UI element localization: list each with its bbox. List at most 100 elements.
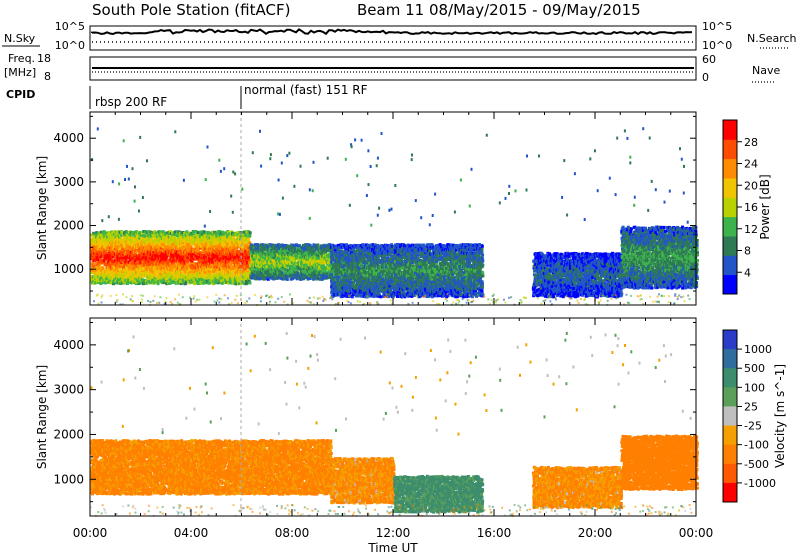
echo-cell xyxy=(111,263,115,266)
echo-cell xyxy=(109,258,113,262)
echo-cell xyxy=(131,277,135,280)
echo-cell xyxy=(97,281,101,285)
echo-cell xyxy=(93,237,96,240)
echo-cell xyxy=(92,262,96,266)
freq-panel xyxy=(89,56,697,81)
echo-cell xyxy=(138,240,142,244)
echo-cell xyxy=(168,246,172,250)
echo-cell xyxy=(107,257,111,261)
echo-cell xyxy=(119,269,123,273)
echo-cell xyxy=(92,271,96,275)
echo-cell xyxy=(144,230,148,234)
echo-cell xyxy=(131,261,135,265)
echo-cell xyxy=(135,249,139,253)
echo-cell xyxy=(103,250,107,254)
echo-cell xyxy=(100,243,104,247)
echo-cell xyxy=(101,238,105,242)
echo-cell xyxy=(95,272,99,276)
echo-cell xyxy=(153,276,157,280)
echo-cell xyxy=(93,232,97,236)
echo-cell xyxy=(132,250,136,254)
echo-cell xyxy=(144,258,148,262)
echo-cell xyxy=(92,246,96,249)
echo-cell xyxy=(96,270,100,274)
echo-cell xyxy=(129,248,133,251)
echo-cell xyxy=(112,274,116,278)
echo-cell xyxy=(90,268,94,272)
echo-cell xyxy=(118,275,122,279)
echo-cell xyxy=(117,279,121,283)
echo-cell xyxy=(146,230,150,234)
echo-cell xyxy=(166,242,170,245)
echo-cell xyxy=(91,256,95,260)
echo-cell xyxy=(151,255,155,259)
echo-cell xyxy=(180,274,184,277)
echo-cell xyxy=(147,272,151,275)
echo-cell xyxy=(126,252,129,256)
echo-cell xyxy=(159,253,163,257)
echo-cell xyxy=(101,249,105,252)
echo-cell xyxy=(169,240,173,244)
echo-cell xyxy=(122,244,126,248)
echo-cell xyxy=(173,272,177,276)
nsky-panel xyxy=(89,25,697,51)
echo-cell xyxy=(151,258,155,262)
echo-cell xyxy=(93,275,97,279)
echo-cell xyxy=(159,272,163,276)
echo-cell xyxy=(133,274,137,278)
nsky-tick-bottom: 10^0 xyxy=(55,39,85,52)
echo-cell xyxy=(170,252,173,256)
echo-cell xyxy=(140,278,144,282)
echo-cell xyxy=(159,236,163,240)
echo-cell xyxy=(156,282,160,286)
echo-cell xyxy=(132,254,136,258)
echo-cell xyxy=(102,230,106,234)
echo-cell xyxy=(115,232,119,236)
echo-cell xyxy=(173,237,177,241)
echo-cell xyxy=(170,235,174,239)
echo-cell xyxy=(136,234,140,238)
echo-cell xyxy=(164,258,168,262)
echo-cell xyxy=(115,252,119,256)
echo-cell xyxy=(142,278,146,282)
echo-cell xyxy=(126,236,130,239)
cpid-segment-2: normal (fast) 151 RF xyxy=(244,83,368,97)
echo-cell xyxy=(99,277,103,281)
echo-cell xyxy=(127,262,131,266)
echo-cell xyxy=(142,256,146,260)
nave-label: Nave xyxy=(752,64,780,77)
echo-cell xyxy=(132,236,136,240)
nsky-tick-top: 10^5 xyxy=(55,20,85,33)
echo-cell xyxy=(248,281,252,285)
echo-cell xyxy=(161,270,164,274)
echo-cell xyxy=(98,249,102,253)
echo-cell xyxy=(174,265,178,269)
echo-cell xyxy=(127,245,131,249)
echo-cell xyxy=(154,254,157,257)
echo-cell xyxy=(110,276,114,280)
echo-cell xyxy=(171,277,175,280)
echo-cell xyxy=(129,272,133,276)
echo-cell xyxy=(119,256,123,260)
nave-tick-bottom: 0 xyxy=(702,71,709,84)
freq-label: Freq. xyxy=(8,52,35,65)
echo-cell xyxy=(172,280,176,284)
echo-cell xyxy=(109,281,113,285)
echo-cell xyxy=(163,273,167,276)
echo-cell xyxy=(97,264,101,268)
echo-cell xyxy=(172,267,176,271)
echo-cell xyxy=(149,281,153,285)
echo-cell xyxy=(168,230,172,234)
freq-unit-label: [MHz] xyxy=(4,66,36,79)
echo-cell xyxy=(148,247,152,251)
echo-cell xyxy=(134,256,138,260)
echo-cell xyxy=(149,234,153,238)
echo-cell xyxy=(325,272,328,276)
echo-cell xyxy=(165,282,169,286)
echo-cell xyxy=(105,257,109,261)
echo-cell xyxy=(144,254,148,258)
echo-cell xyxy=(94,239,98,243)
beam-date-title: Beam 11 08/May/2015 - 09/May/2015 xyxy=(357,1,641,19)
echo-cell xyxy=(111,250,115,254)
echo-cell xyxy=(147,262,151,266)
